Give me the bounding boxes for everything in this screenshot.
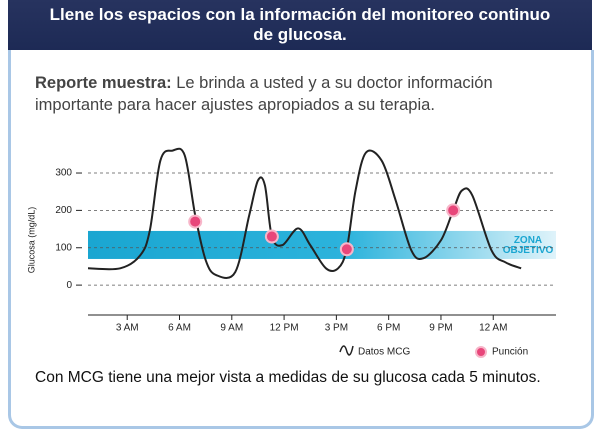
y-tick-label: 300 <box>55 168 72 179</box>
fingerstick-point <box>188 214 203 229</box>
y-tick-label: 0 <box>66 280 72 291</box>
x-tick-label: 9 AM <box>220 323 243 334</box>
x-tick-label: 3 PM <box>325 323 348 334</box>
fingerstick-point <box>339 242 354 257</box>
x-tick-label: 12 AM <box>479 323 507 334</box>
target-label: ZONA OBJETIVO <box>503 235 554 256</box>
y-tick-label: 200 <box>55 205 72 216</box>
legend-line-icon <box>339 345 354 356</box>
description: Reporte muestra: Le brinda a usted y a s… <box>35 72 575 116</box>
target-zone <box>88 230 556 259</box>
y-tick-label: 100 <box>55 242 72 253</box>
legend-label: Datos MCG <box>358 347 410 358</box>
x-tick-label: 9 PM <box>429 323 452 334</box>
description-lead: Reporte muestra: <box>35 74 172 92</box>
description-text: Le brinda a usted y a su doctor informac… <box>35 74 493 114</box>
cgm-line <box>87 147 522 280</box>
y-axis-label: Glucosa (mg/dL) <box>26 207 36 274</box>
x-tick-label: 3 AM <box>116 323 139 334</box>
footer-text: Con MCG tiene una mejor vista a medidas … <box>35 369 541 386</box>
fingerstick-point <box>264 229 279 244</box>
fingerstick-point <box>446 203 461 218</box>
x-tick-label: 12 PM <box>270 323 299 334</box>
panel <box>8 50 594 429</box>
legend-point-icon <box>475 346 487 358</box>
x-tick-label: 6 PM <box>377 323 400 334</box>
header-title: Llene los espacios con la información de… <box>8 0 592 50</box>
legend-label: Punción <box>492 347 528 358</box>
x-tick-label: 6 AM <box>168 323 191 334</box>
